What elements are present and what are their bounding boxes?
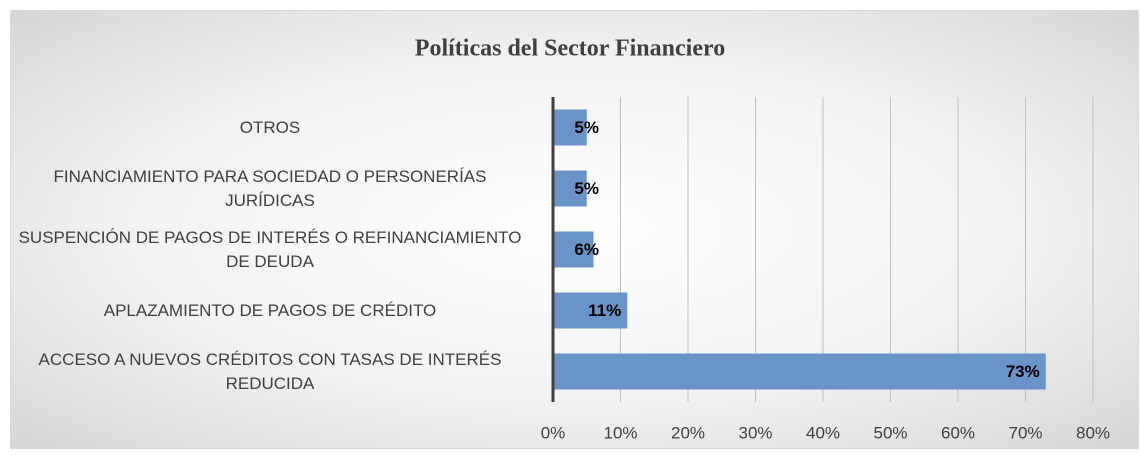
x-tick-label: 10% <box>603 423 637 442</box>
data-label: 11% <box>588 301 621 320</box>
x-tick-label: 60% <box>941 423 975 442</box>
data-label: 5% <box>574 118 599 137</box>
bar <box>553 170 587 207</box>
category-label: SUSPENCIÓN DE PAGOS DE INTERÉS O REFINAN… <box>18 227 522 271</box>
category-label: APLAZAMIENTO DE PAGOS DE CRÉDITO <box>103 300 437 320</box>
x-tick-label: 20% <box>671 423 705 442</box>
x-tick-label: 80% <box>1076 423 1110 442</box>
x-tick-label: 40% <box>806 423 840 442</box>
category-label: FINANCIAMIENTO PARA SOCIEDAD O PERSONERÍ… <box>53 166 487 210</box>
category-label: ACCESO A NUEVOS CRÉDITOS CON TASAS DE IN… <box>38 349 502 393</box>
bar <box>553 231 594 268</box>
x-tick-label: 50% <box>873 423 907 442</box>
data-label: 6% <box>574 240 599 259</box>
x-tick-label: 0% <box>541 423 566 442</box>
data-label: 73% <box>1006 362 1040 381</box>
category-label: OTROS <box>239 117 301 137</box>
x-tick-label: 30% <box>738 423 772 442</box>
x-tick-label: 70% <box>1008 423 1042 442</box>
bar <box>553 353 1046 390</box>
data-label: 5% <box>574 179 599 198</box>
bar <box>553 109 587 146</box>
chart-title: Políticas del Sector Financiero <box>415 36 725 62</box>
bar <box>553 292 628 329</box>
